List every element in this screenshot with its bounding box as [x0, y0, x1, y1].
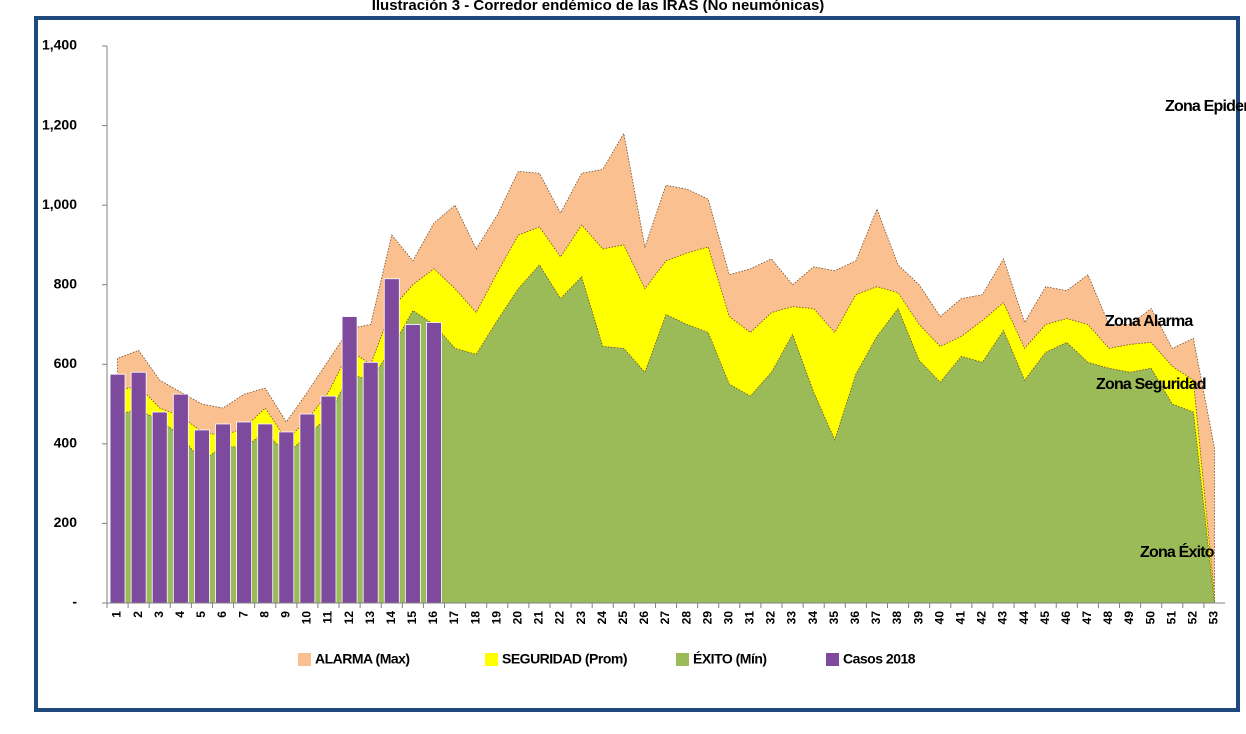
- annotation: Zona Éxito: [1140, 542, 1215, 561]
- x-tick-label: 24: [595, 611, 609, 625]
- legend-swatch: [826, 653, 839, 666]
- bar: [130, 371, 147, 604]
- x-tick-label: 11: [321, 611, 335, 624]
- x-tick-label: 9: [278, 611, 292, 618]
- bar: [320, 395, 337, 604]
- bar: [236, 421, 253, 604]
- x-tick-label: 45: [1038, 611, 1052, 625]
- annotation: Zona Alarma: [1105, 313, 1193, 330]
- x-tick-label: 35: [827, 611, 841, 625]
- x-tick-label: 18: [468, 611, 482, 625]
- legend-swatch: [676, 653, 689, 666]
- bar: [341, 316, 358, 604]
- chart-title: Ilustración 3 - Corredor endémico de las…: [372, 0, 825, 14]
- x-tick-label: 28: [679, 611, 693, 625]
- annotation: Zona Seguridad: [1096, 376, 1206, 393]
- annotation: Zona Epidemia: [1165, 98, 1246, 115]
- legend-label: Casos 2018: [843, 651, 916, 667]
- x-tick-label: 19: [489, 611, 503, 625]
- x-tick-label: 26: [637, 611, 651, 625]
- bar: [362, 361, 379, 604]
- x-tick-label: 52: [1186, 611, 1200, 625]
- y-tick-label: 1,000: [42, 196, 77, 212]
- x-tick-label: 12: [342, 611, 356, 625]
- y-tick-label: 200: [54, 514, 78, 530]
- x-tick-label: 22: [553, 611, 567, 625]
- x-tick-label: 43: [996, 611, 1010, 625]
- x-tick-label: 37: [869, 611, 883, 625]
- x-tick-label: 3: [152, 611, 166, 618]
- legend-swatch: [298, 653, 311, 666]
- x-tick-label: 6: [215, 611, 229, 618]
- x-tick-label: 44: [1017, 611, 1031, 625]
- bar: [299, 413, 316, 604]
- legend-swatch: [485, 653, 498, 666]
- x-tick-label: 41: [953, 611, 967, 625]
- x-tick-label: 33: [785, 611, 799, 625]
- x-tick-label: 39: [911, 611, 925, 625]
- legend-label: ALARMA (Max): [315, 651, 410, 667]
- x-tick-label: 51: [1164, 611, 1178, 625]
- x-tick-label: 42: [975, 611, 989, 625]
- x-tick-label: 5: [194, 611, 208, 618]
- x-tick-label: 36: [848, 611, 862, 625]
- bar: [404, 324, 421, 604]
- x-tick-label: 20: [511, 611, 525, 625]
- bar: [257, 423, 274, 604]
- x-tick-label: 1: [110, 611, 124, 618]
- x-tick-label: 38: [890, 611, 904, 625]
- y-tick-label: 800: [54, 275, 78, 291]
- x-tick-label: 34: [806, 611, 820, 625]
- x-tick-label: 16: [426, 611, 440, 625]
- x-tick-label: 7: [236, 611, 250, 618]
- bar: [194, 429, 210, 604]
- x-tick-label: 30: [721, 611, 735, 625]
- chart-frame: [34, 16, 1240, 712]
- bar: [426, 322, 442, 604]
- x-tick-label: 32: [764, 611, 778, 625]
- x-tick-label: 21: [532, 611, 546, 625]
- bar: [109, 373, 126, 604]
- bar: [278, 431, 295, 604]
- x-tick-label: 47: [1080, 611, 1094, 625]
- x-tick-label: 48: [1101, 611, 1115, 625]
- y-tick-label: 1,400: [42, 37, 77, 53]
- bar: [383, 278, 400, 604]
- x-tick-label: 17: [447, 611, 461, 625]
- y-tick-label: -: [72, 594, 77, 610]
- x-tick-label: 15: [405, 611, 419, 625]
- x-tick-label: 8: [257, 611, 271, 618]
- x-tick-label: 25: [616, 611, 630, 625]
- legend-label: ÉXITO (Mín): [693, 651, 767, 667]
- x-tick-label: 50: [1143, 611, 1157, 625]
- legend-label: SEGURIDAD (Prom): [502, 651, 627, 667]
- x-tick-label: 49: [1122, 611, 1136, 625]
- x-tick-label: 2: [131, 611, 145, 618]
- bar: [151, 411, 168, 604]
- x-tick-label: 46: [1059, 611, 1073, 625]
- x-tick-label: 40: [932, 611, 946, 625]
- bar: [215, 423, 231, 604]
- title-bg: [0, 0, 1246, 16]
- x-tick-label: 23: [574, 611, 588, 625]
- x-tick-label: 4: [173, 611, 187, 618]
- y-tick-label: 1,200: [42, 116, 77, 132]
- x-tick-label: 31: [743, 611, 757, 625]
- x-tick-label: 53: [1207, 611, 1221, 625]
- x-tick-label: 13: [363, 611, 377, 625]
- x-tick-label: 10: [300, 611, 314, 625]
- y-tick-label: 400: [54, 435, 78, 451]
- x-tick-label: 27: [658, 611, 672, 625]
- x-tick-label: 14: [384, 611, 398, 625]
- bar: [172, 393, 189, 604]
- x-tick-label: 29: [700, 611, 714, 625]
- y-tick-label: 600: [54, 355, 78, 371]
